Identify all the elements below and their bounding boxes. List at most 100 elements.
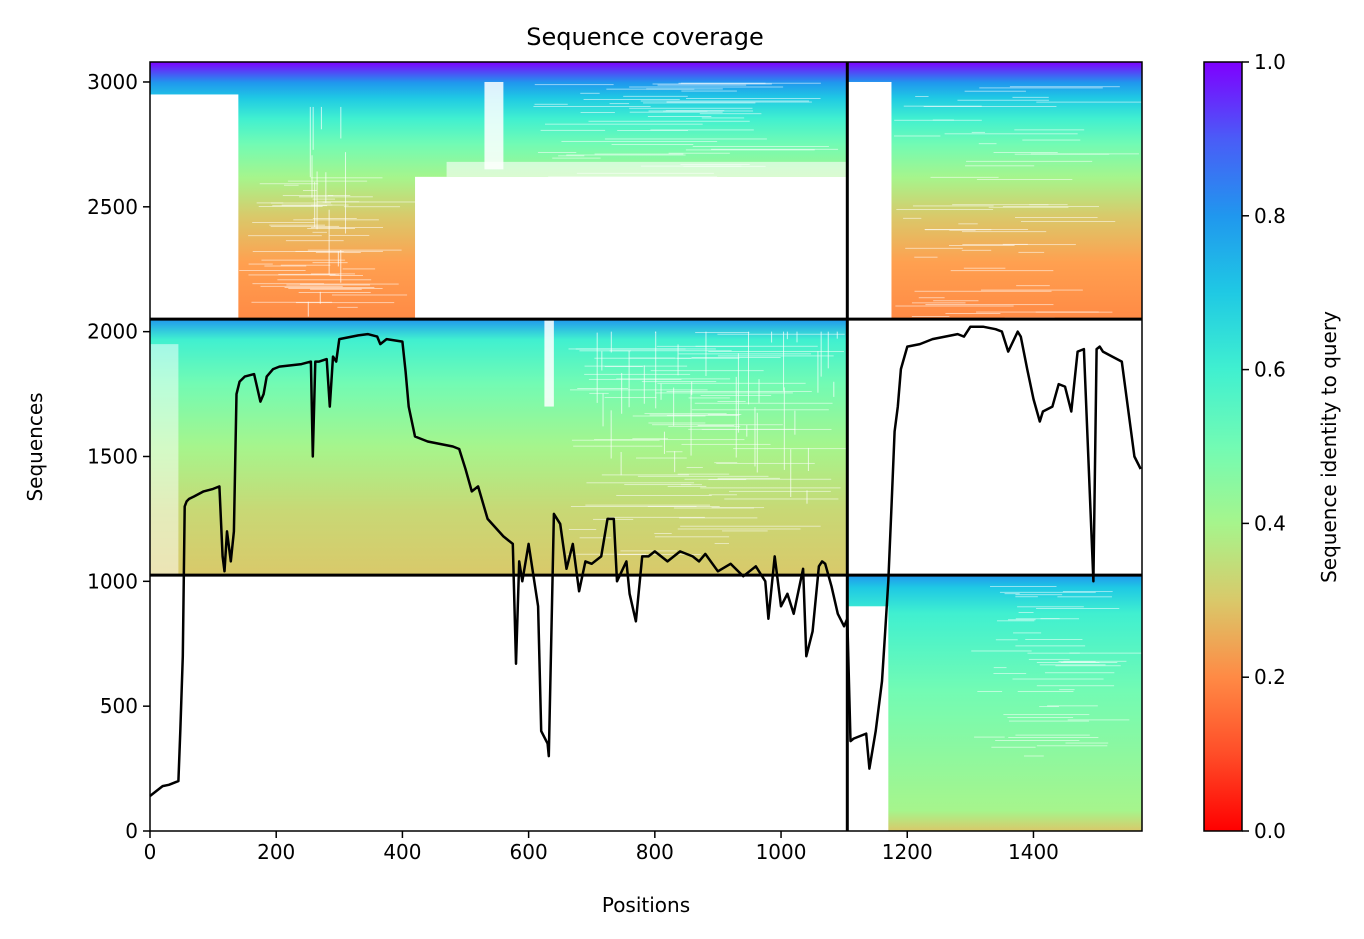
streak <box>966 160 1093 162</box>
streak <box>248 263 273 265</box>
streak <box>650 129 754 131</box>
streak <box>978 143 997 145</box>
streak <box>965 165 1035 167</box>
streak <box>660 383 662 400</box>
streak <box>836 331 838 339</box>
streak <box>980 289 1083 291</box>
streak <box>807 447 809 471</box>
streak <box>993 673 1027 674</box>
streak <box>640 100 810 102</box>
streak <box>686 98 821 99</box>
streak <box>632 415 706 417</box>
streak <box>571 439 660 441</box>
streak <box>995 639 1018 641</box>
streak <box>300 283 399 285</box>
streak <box>1025 639 1083 640</box>
streak <box>1065 742 1109 744</box>
streak <box>677 473 730 475</box>
streak <box>666 414 739 416</box>
colorbar: 0.0 0.2 0.4 0.6 0.8 1.0 Sequence identity to … <box>1203 50 1341 843</box>
streak <box>285 240 344 242</box>
streak <box>681 90 737 92</box>
colorbar-tick-label: 0.2 <box>1254 665 1286 689</box>
streak <box>950 270 1054 272</box>
streak <box>1015 596 1038 598</box>
streak <box>340 106 342 139</box>
streak <box>1002 243 1028 245</box>
streak <box>280 264 331 266</box>
streak <box>1047 705 1098 707</box>
streak <box>993 152 1058 153</box>
streak <box>588 120 750 122</box>
y-tick-label: 500 <box>100 694 138 718</box>
streak <box>580 92 600 94</box>
streak <box>1059 689 1075 691</box>
streak <box>666 391 812 392</box>
streak <box>668 152 730 154</box>
streak <box>307 228 356 229</box>
streak <box>604 366 643 368</box>
streak <box>269 224 326 226</box>
streak <box>681 443 771 445</box>
streak <box>971 131 986 133</box>
y-tick-label: 0 <box>125 819 138 843</box>
streak <box>278 273 336 275</box>
streak <box>1002 206 1100 208</box>
streak <box>609 516 705 518</box>
streak <box>616 378 731 380</box>
streak <box>717 355 834 357</box>
streak <box>655 331 657 333</box>
streak <box>691 357 781 358</box>
colorbar-tick-label: 0.0 <box>1254 819 1286 843</box>
streak <box>343 206 401 208</box>
streak <box>945 313 1001 314</box>
streak <box>256 202 284 204</box>
plot-area <box>149 61 1143 832</box>
streak <box>918 297 945 299</box>
block-bottom-right <box>847 575 1142 831</box>
streak <box>311 155 313 198</box>
streak <box>911 302 966 304</box>
streak <box>1060 662 1118 663</box>
streak <box>684 478 832 480</box>
streak <box>312 262 348 264</box>
y-tick-label: 1500 <box>87 444 138 468</box>
streak <box>685 149 815 151</box>
x-axis-label: Positions <box>602 893 690 917</box>
streak <box>307 249 402 251</box>
streak <box>601 474 689 476</box>
streak <box>558 155 585 157</box>
streak <box>657 382 806 384</box>
streak <box>654 536 730 538</box>
block-bottom-right-fill <box>847 575 1142 831</box>
streak <box>277 279 372 281</box>
gap-column <box>544 319 554 407</box>
streak <box>1028 658 1070 660</box>
streak <box>794 410 796 435</box>
streak <box>1062 591 1113 593</box>
streak <box>260 285 343 287</box>
x-tick-label: 200 <box>257 840 295 864</box>
streak <box>589 392 609 394</box>
streak <box>342 268 376 270</box>
streak <box>337 306 358 308</box>
streak <box>1058 661 1096 662</box>
colorbar-tick-label: 1.0 <box>1254 50 1286 74</box>
streak <box>694 402 833 404</box>
streak <box>647 506 697 507</box>
streak <box>1012 678 1104 680</box>
streak <box>695 345 818 347</box>
streak <box>701 117 745 119</box>
streak <box>673 387 675 426</box>
streak <box>1008 619 1036 621</box>
streak <box>261 259 346 261</box>
streak <box>737 353 739 433</box>
streak <box>705 331 707 377</box>
streak <box>677 528 801 530</box>
streak <box>688 428 796 430</box>
streak <box>544 123 703 125</box>
streak <box>331 294 408 296</box>
streak <box>1036 101 1142 103</box>
streak <box>1027 652 1080 654</box>
streak <box>648 422 706 424</box>
